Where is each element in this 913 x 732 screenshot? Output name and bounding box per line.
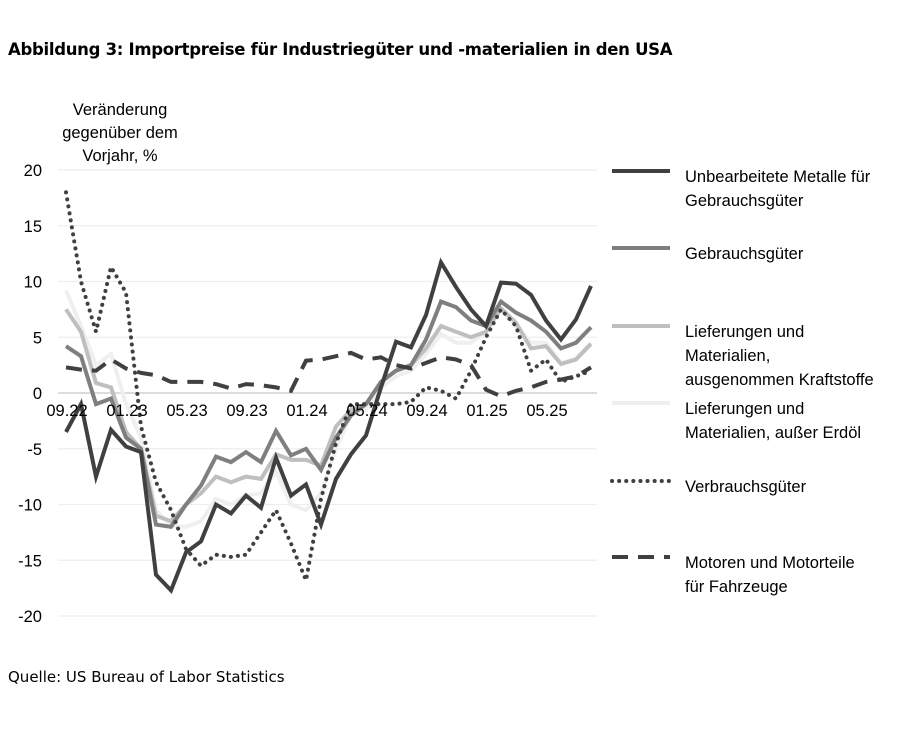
series-line-0 xyxy=(64,257,593,595)
x-tick-label: 05.25 xyxy=(526,402,567,420)
y-tick-label: -10 xyxy=(18,497,42,515)
legend-label: für Fahrzeuge xyxy=(685,578,788,596)
source-note: Quelle: US Bureau of Labor Statistics xyxy=(8,668,285,686)
y-tick-label: 0 xyxy=(33,385,42,403)
x-tick-label: 01.23 xyxy=(106,402,147,420)
legend-label: Motoren und Motorteile xyxy=(685,554,855,572)
series-line-1 xyxy=(64,298,593,529)
series-line-5 xyxy=(65,350,593,399)
legend-label: Gebrauchsgüter xyxy=(685,245,804,263)
legend-label: Gebrauchsgüter xyxy=(685,192,804,210)
legend-label: Materialien, außer Erdöl xyxy=(685,424,861,442)
y-axis-label: gegenüber dem xyxy=(62,124,178,142)
series-line-4 xyxy=(64,190,593,588)
y-tick-label: -20 xyxy=(18,608,42,626)
y-tick-label: 20 xyxy=(24,162,42,180)
legend-label: ausgenommen Kraftstoffe xyxy=(685,371,874,389)
chart-title: Abbildung 3: Importpreise für Industrieg… xyxy=(8,40,673,59)
y-tick-label: 5 xyxy=(33,329,42,347)
y-tick-label: 10 xyxy=(24,274,42,292)
x-tick-label: 01.24 xyxy=(286,402,327,420)
legend-label: Verbrauchsgüter xyxy=(685,478,807,496)
legend-label: Materialien, xyxy=(685,347,770,365)
x-tick-label: 01.25 xyxy=(466,402,507,420)
y-tick-label: 15 xyxy=(24,218,42,236)
y-tick-label: -15 xyxy=(18,552,42,570)
x-tick-label: 05.23 xyxy=(166,402,207,420)
legend-label: Lieferungen und xyxy=(685,400,804,418)
x-tick-label: 09.24 xyxy=(406,402,447,420)
x-tick-label: 05.24 xyxy=(346,402,387,420)
x-tick-label: 09.22 xyxy=(46,402,87,420)
legend-label: Unbearbeitete Metalle für xyxy=(685,168,871,186)
y-axis-label: Vorjahr, % xyxy=(82,147,158,165)
legend-label: Lieferungen und xyxy=(685,323,804,341)
y-tick-label: -5 xyxy=(27,441,42,459)
y-axis-label: Veränderung xyxy=(73,101,168,119)
x-tick-label: 09.23 xyxy=(226,402,267,420)
